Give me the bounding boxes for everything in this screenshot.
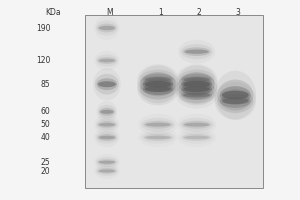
Ellipse shape [214, 82, 256, 120]
Ellipse shape [222, 91, 249, 100]
Ellipse shape [98, 81, 116, 87]
Ellipse shape [141, 131, 175, 144]
Text: KDa: KDa [46, 8, 61, 17]
Ellipse shape [100, 110, 114, 114]
Ellipse shape [142, 77, 173, 91]
Text: 120: 120 [36, 56, 50, 65]
Text: 50: 50 [41, 120, 50, 129]
Ellipse shape [146, 136, 171, 139]
Text: 3: 3 [235, 8, 240, 17]
Ellipse shape [222, 98, 249, 104]
Text: 20: 20 [41, 166, 50, 176]
Ellipse shape [98, 168, 116, 174]
Ellipse shape [99, 170, 115, 172]
Ellipse shape [140, 70, 176, 89]
Ellipse shape [96, 54, 118, 67]
Ellipse shape [181, 83, 212, 95]
Ellipse shape [137, 64, 179, 94]
Ellipse shape [183, 47, 210, 56]
Ellipse shape [98, 134, 116, 141]
Ellipse shape [178, 70, 215, 89]
Ellipse shape [182, 134, 211, 141]
Ellipse shape [143, 134, 172, 141]
Ellipse shape [181, 44, 213, 59]
Ellipse shape [181, 77, 212, 91]
Ellipse shape [181, 90, 212, 100]
Ellipse shape [183, 81, 210, 88]
Ellipse shape [217, 89, 254, 113]
Ellipse shape [99, 161, 115, 164]
Ellipse shape [183, 93, 210, 98]
Ellipse shape [181, 74, 212, 85]
Ellipse shape [140, 72, 176, 96]
Ellipse shape [185, 50, 208, 54]
Ellipse shape [220, 94, 251, 108]
Ellipse shape [99, 59, 115, 62]
Text: 25: 25 [41, 158, 50, 167]
Ellipse shape [96, 118, 118, 131]
Ellipse shape [95, 74, 119, 95]
Ellipse shape [145, 77, 171, 82]
Ellipse shape [182, 121, 211, 129]
Ellipse shape [99, 108, 115, 116]
Ellipse shape [93, 68, 121, 100]
Ellipse shape [183, 86, 210, 92]
Text: 1: 1 [158, 8, 163, 17]
Text: 190: 190 [36, 24, 50, 33]
Ellipse shape [98, 105, 116, 119]
Ellipse shape [137, 65, 179, 103]
Text: 2: 2 [197, 8, 201, 17]
Ellipse shape [178, 79, 215, 100]
Text: 85: 85 [41, 80, 50, 89]
Ellipse shape [217, 80, 254, 111]
Ellipse shape [98, 24, 116, 32]
Ellipse shape [176, 73, 218, 105]
Ellipse shape [220, 86, 251, 104]
Ellipse shape [98, 121, 116, 128]
Bar [85, 15, 263, 188]
Ellipse shape [97, 78, 117, 90]
Ellipse shape [98, 159, 116, 165]
Ellipse shape [143, 121, 172, 129]
Ellipse shape [146, 123, 171, 127]
Ellipse shape [99, 136, 115, 139]
Ellipse shape [183, 77, 210, 82]
Ellipse shape [96, 157, 118, 167]
Ellipse shape [184, 123, 209, 127]
Ellipse shape [180, 131, 214, 144]
Ellipse shape [99, 26, 115, 30]
Ellipse shape [141, 118, 175, 132]
Ellipse shape [96, 20, 118, 36]
Ellipse shape [176, 82, 218, 109]
Text: 40: 40 [41, 133, 50, 142]
Ellipse shape [96, 166, 118, 176]
Ellipse shape [98, 57, 116, 64]
Ellipse shape [178, 72, 215, 96]
Ellipse shape [214, 71, 256, 119]
Ellipse shape [184, 136, 209, 139]
Ellipse shape [142, 74, 173, 85]
Text: M: M [106, 8, 113, 17]
Ellipse shape [140, 79, 176, 100]
Ellipse shape [178, 86, 215, 104]
Ellipse shape [176, 64, 218, 94]
Ellipse shape [176, 65, 218, 103]
Text: 60: 60 [41, 107, 50, 116]
Ellipse shape [180, 118, 214, 132]
Ellipse shape [145, 86, 171, 92]
Ellipse shape [99, 123, 115, 126]
Ellipse shape [145, 81, 171, 88]
Ellipse shape [142, 83, 173, 95]
Ellipse shape [96, 131, 118, 144]
Ellipse shape [137, 73, 179, 105]
